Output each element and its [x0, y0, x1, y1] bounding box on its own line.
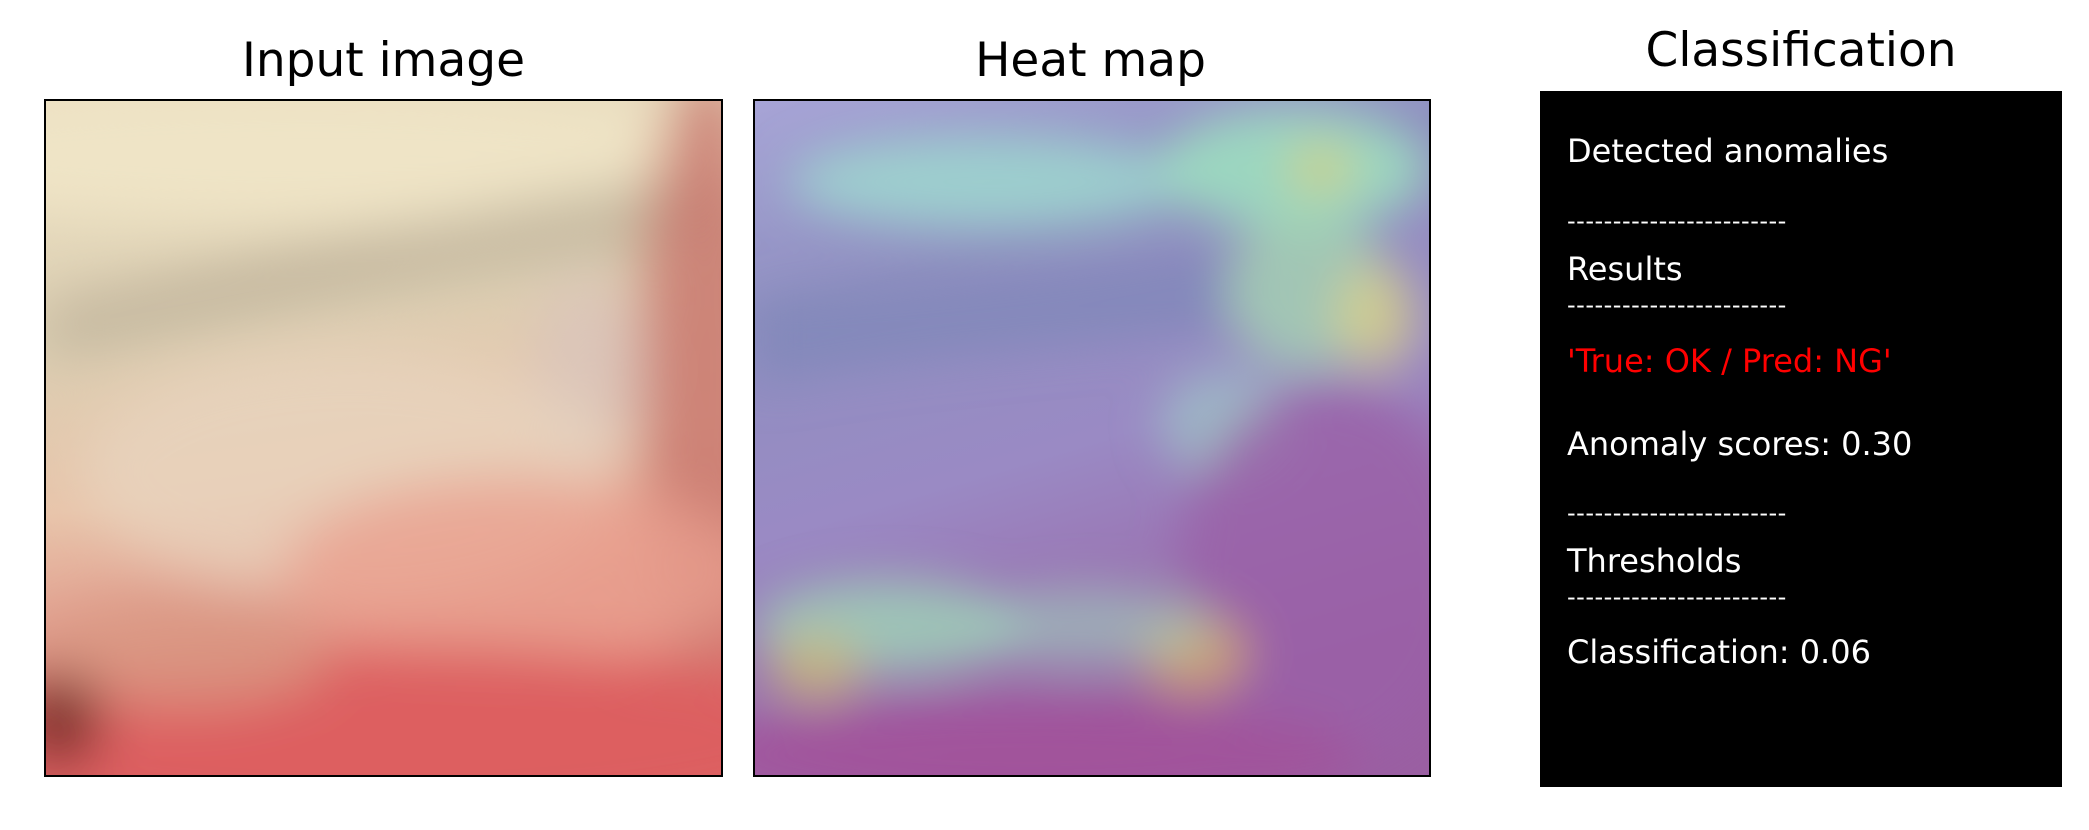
- separator: ------------------------: [1567, 583, 1787, 611]
- classification-threshold-text: Classification: 0.06: [1567, 633, 1871, 671]
- input-image: [44, 99, 723, 777]
- separator: ------------------------: [1567, 291, 1787, 319]
- separator: ------------------------: [1567, 207, 1787, 235]
- prediction-verdict: 'True: OK / Pred: NG': [1567, 342, 1892, 380]
- heat-map-image: [753, 99, 1431, 777]
- classification-title: Classification: [1645, 23, 1957, 78]
- heat-map-title: Heat map: [975, 33, 1206, 88]
- anomaly-score-text: Anomaly scores: 0.30: [1567, 425, 1913, 463]
- input-image-canvas: [46, 101, 721, 775]
- heat-map-canvas: [755, 101, 1429, 775]
- classification-box: Detected anomalies ---------------------…: [1540, 91, 2062, 787]
- detected-anomalies-header: Detected anomalies: [1567, 132, 1889, 170]
- separator: ------------------------: [1567, 499, 1787, 527]
- results-label: Results: [1567, 250, 1683, 288]
- input-image-title: Input image: [241, 33, 526, 88]
- thresholds-label: Thresholds: [1567, 542, 1742, 580]
